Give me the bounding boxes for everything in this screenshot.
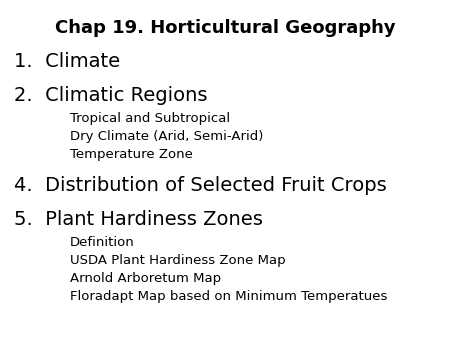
Text: 4.  Distribution of Selected Fruit Crops: 4. Distribution of Selected Fruit Crops	[14, 176, 386, 195]
Text: Chap 19. Horticultural Geography: Chap 19. Horticultural Geography	[55, 19, 395, 37]
Text: Tropical and Subtropical: Tropical and Subtropical	[70, 112, 230, 125]
Text: USDA Plant Hardiness Zone Map: USDA Plant Hardiness Zone Map	[70, 254, 285, 267]
Text: Definition: Definition	[70, 236, 135, 249]
Text: 1.  Climate: 1. Climate	[14, 52, 120, 71]
Text: Floradapt Map based on Minimum Temperatues: Floradapt Map based on Minimum Temperatu…	[70, 290, 387, 303]
Text: 5.  Plant Hardiness Zones: 5. Plant Hardiness Zones	[14, 210, 262, 229]
Text: 2.  Climatic Regions: 2. Climatic Regions	[14, 86, 207, 105]
Text: Arnold Arboretum Map: Arnold Arboretum Map	[70, 272, 221, 285]
Text: Temperature Zone: Temperature Zone	[70, 148, 193, 161]
Text: Dry Climate (Arid, Semi-Arid): Dry Climate (Arid, Semi-Arid)	[70, 130, 263, 143]
